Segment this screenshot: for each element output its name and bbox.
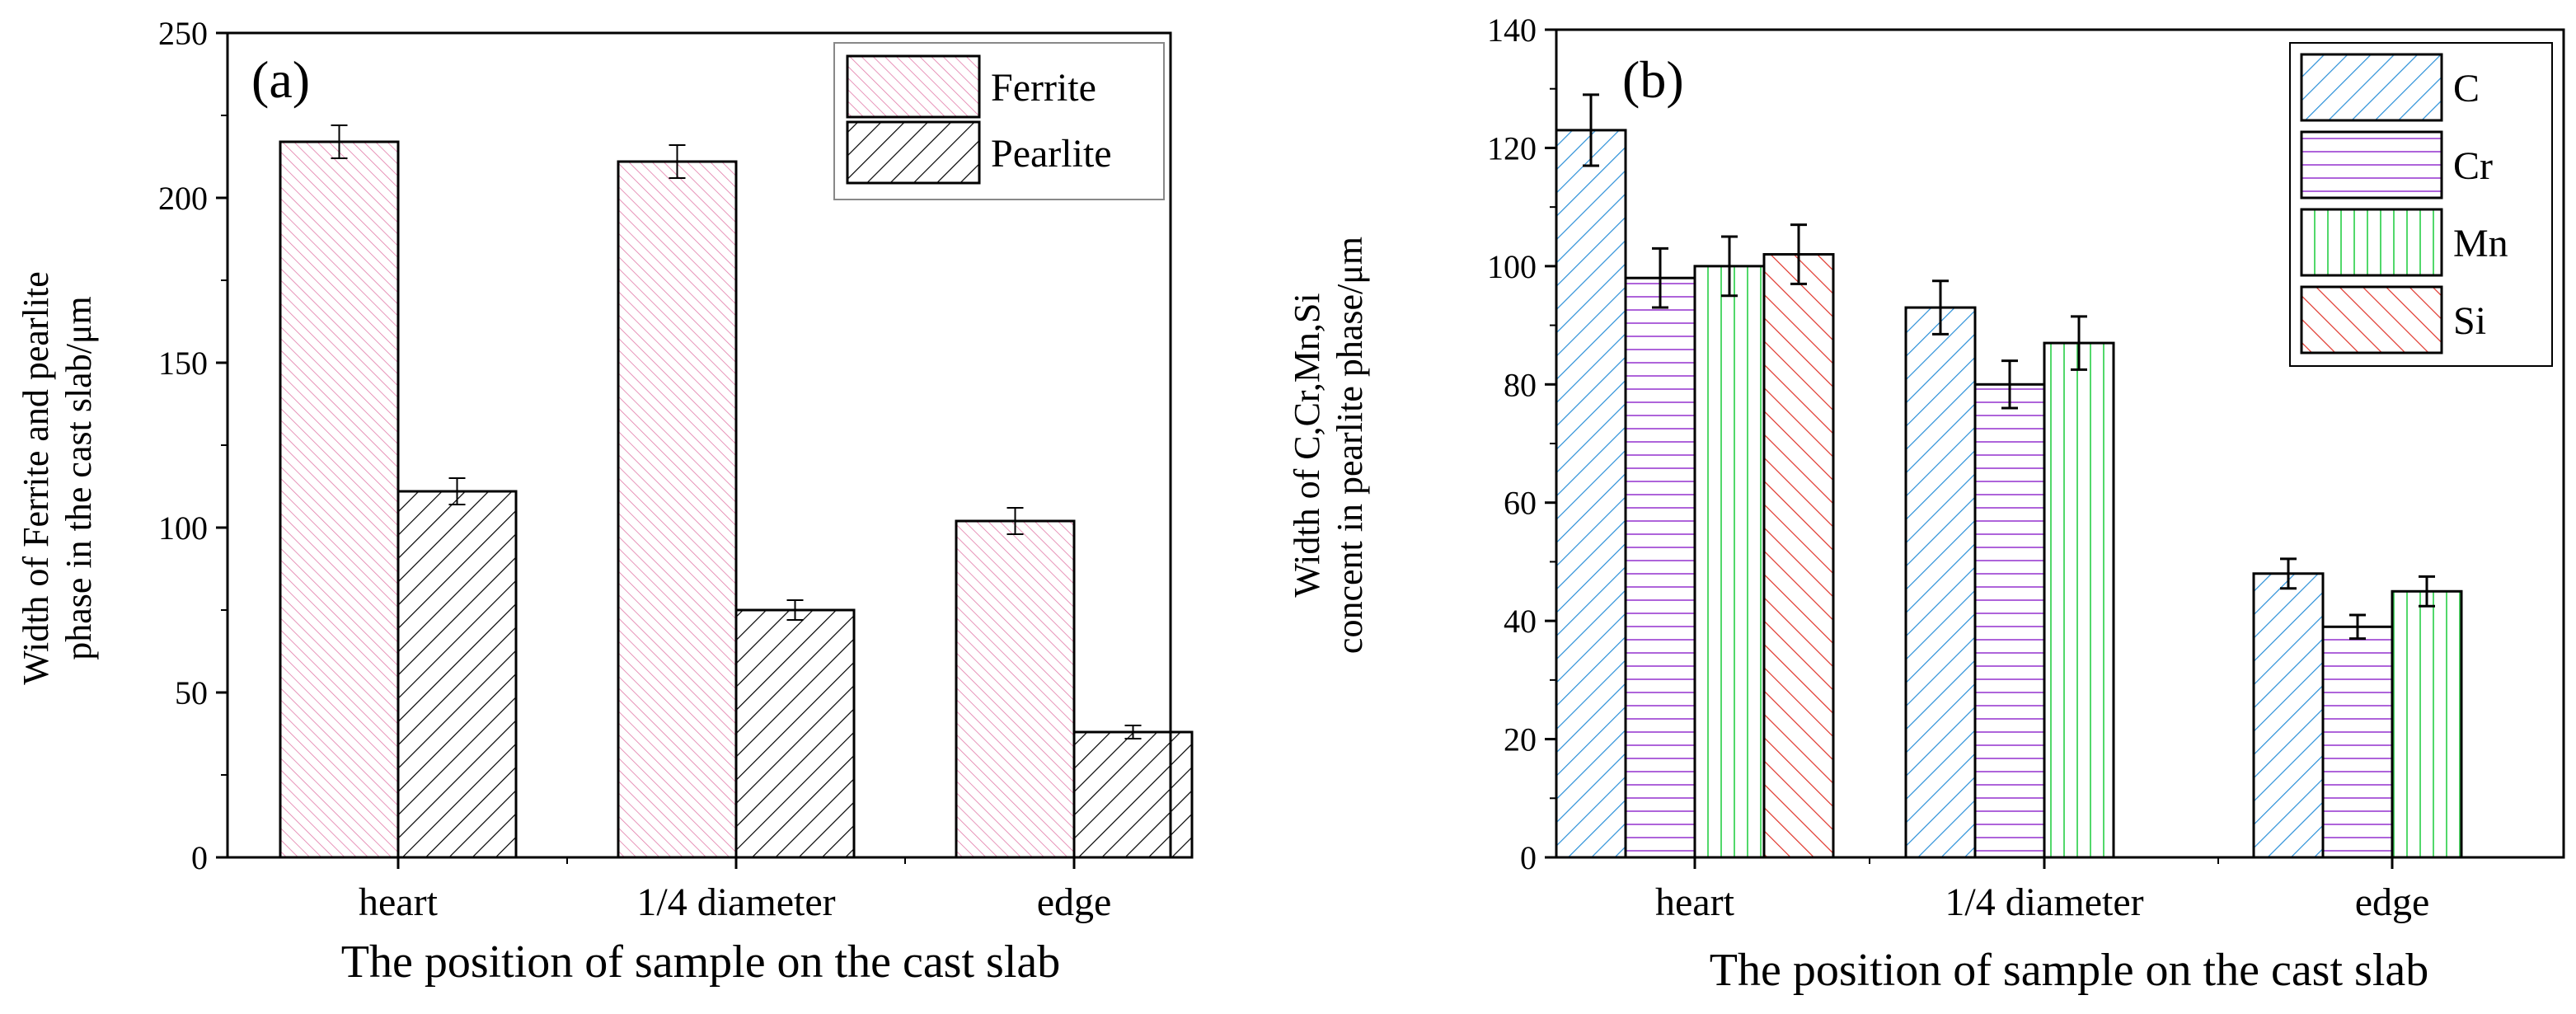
legend-label-b-mn: Mn xyxy=(2453,222,2508,265)
legend-label-b-si: Si xyxy=(2453,299,2486,343)
error-bar-b-cr-2 xyxy=(2349,613,2366,641)
legend-label-a-ferrite: Ferrite xyxy=(991,66,1096,110)
x-tick-label-b-1: 1/4 diameter xyxy=(1945,880,2143,924)
error-bar-a-pearlite-2 xyxy=(1124,725,1142,739)
bar-b-cr-1 xyxy=(1973,383,2046,859)
x-tick-label-a-0: heart xyxy=(359,880,439,924)
legend-label-b-c: C xyxy=(2453,67,2480,110)
x-tick-label-a-2: edge xyxy=(1037,880,1112,924)
error-bar-b-si-0 xyxy=(1790,223,1807,285)
error-bar-b-c-0 xyxy=(1583,93,1599,167)
y-tick-label-a-150: 150 xyxy=(158,345,208,382)
axes-a: 0 50 100 150 200 250 heart 1/4 diameter edge xyxy=(158,15,1172,924)
bar-b-mn-2 xyxy=(2391,589,2463,859)
bar-b-c-2 xyxy=(2252,572,2325,859)
y-tick-label-a-200: 200 xyxy=(158,180,208,217)
y-axis-title-a-line1: Width of Ferrite and pearlite xyxy=(16,271,56,685)
bar-b-si-0 xyxy=(1762,253,1835,859)
legend-a: Ferrite Pearlite xyxy=(833,42,1165,200)
y-tick-label-a-0: 0 xyxy=(191,839,208,876)
error-bar-b-mn-1 xyxy=(2071,315,2087,371)
axes-b: 0 20 40 60 80 100 120 140 heart 1/4 diameter edge xyxy=(1487,12,2565,924)
error-bar-b-mn-0 xyxy=(1721,235,1738,298)
legend-swatch-b-cr xyxy=(2300,130,2443,200)
chart-panel-b: (b) 0 20 40 60 80 100 120 140 heart 1/4 diameter e… xyxy=(1287,12,2565,996)
legend-swatch-a-pearlite xyxy=(846,120,981,185)
y-axis-title-b-line2: concent in pearlite phase/μm xyxy=(1330,237,1370,654)
legend-label-a-pearlite: Pearlite xyxy=(991,132,1112,176)
y-tick-label-a-100: 100 xyxy=(158,509,208,547)
error-bar-b-c-2 xyxy=(2280,557,2297,590)
legend-swatch-b-mn xyxy=(2300,208,2443,277)
chart-panel-a: (a) 0 50 100 150 200 250 heart 1/4 diameter edge… xyxy=(16,15,1194,988)
legend-swatch-a-ferrite xyxy=(846,54,981,119)
error-bar-a-ferrite-2 xyxy=(1006,507,1024,535)
y-axis-title-b: Width of C,Cr,Mn,Si concent in pearlite … xyxy=(1287,237,1370,654)
bar-b-c-1 xyxy=(1904,306,1977,859)
error-bar-b-mn-2 xyxy=(2419,575,2435,608)
panel-label-a: (a) xyxy=(251,50,310,109)
bar-a-ferrite-0 xyxy=(279,140,400,859)
legend-swatch-b-c xyxy=(2300,53,2443,122)
y-tick-label-a-250: 250 xyxy=(158,15,208,52)
y-tick-label-b-100: 100 xyxy=(1487,248,1537,285)
bar-a-pearlite-1 xyxy=(734,608,856,859)
x-tick-label-b-2: edge xyxy=(2355,880,2430,924)
bar-b-mn-1 xyxy=(2043,341,2115,859)
panel-label-b: (b) xyxy=(1622,50,1684,109)
y-tick-label-b-20: 20 xyxy=(1504,721,1537,758)
y-tick-label-b-0: 0 xyxy=(1520,839,1537,876)
y-axis-title-a-line2: phase in the cast slab/μm xyxy=(59,296,99,660)
bar-b-mn-0 xyxy=(1693,265,1766,859)
error-bar-a-ferrite-1 xyxy=(669,144,686,179)
x-axis-title-a: The position of sample on the cast slab xyxy=(341,937,1060,988)
error-bar-b-cr-0 xyxy=(1652,246,1668,309)
y-tick-label-b-120: 120 xyxy=(1487,129,1537,167)
bars-b xyxy=(1555,93,2463,859)
y-tick-label-a-50: 50 xyxy=(175,674,208,711)
legend-label-b-cr: Cr xyxy=(2453,144,2493,188)
bar-b-cr-2 xyxy=(2321,625,2394,859)
bar-b-c-0 xyxy=(1555,129,1627,859)
y-tick-label-b-60: 60 xyxy=(1504,485,1537,522)
error-bar-a-pearlite-0 xyxy=(448,477,466,505)
y-tick-label-b-140: 140 xyxy=(1487,12,1537,49)
x-tick-label-a-1: 1/4 diameter xyxy=(636,880,835,924)
legend-b: C Cr Mn Si xyxy=(2289,42,2553,367)
error-bar-a-ferrite-0 xyxy=(331,124,348,159)
bar-a-ferrite-2 xyxy=(955,519,1076,859)
error-bar-a-pearlite-1 xyxy=(786,599,804,621)
bars-a xyxy=(279,124,1194,859)
y-tick-label-b-40: 40 xyxy=(1504,603,1537,640)
x-axis-title-b: The position of sample on the cast slab xyxy=(1710,945,2428,996)
error-bar-b-c-1 xyxy=(1932,279,1949,336)
y-tick-label-b-80: 80 xyxy=(1504,366,1537,403)
bar-b-cr-0 xyxy=(1624,276,1696,859)
y-axis-title-a: Width of Ferrite and pearlite phase in t… xyxy=(16,271,99,685)
legend-swatch-b-si xyxy=(2300,285,2443,354)
bar-a-pearlite-0 xyxy=(396,490,518,859)
bar-a-ferrite-1 xyxy=(617,160,738,859)
error-bar-b-cr-1 xyxy=(2001,359,2018,410)
x-tick-label-b-0: heart xyxy=(1655,880,1735,924)
y-axis-title-b-line1: Width of C,Cr,Mn,Si xyxy=(1287,293,1327,597)
bar-a-pearlite-2 xyxy=(1072,730,1194,859)
